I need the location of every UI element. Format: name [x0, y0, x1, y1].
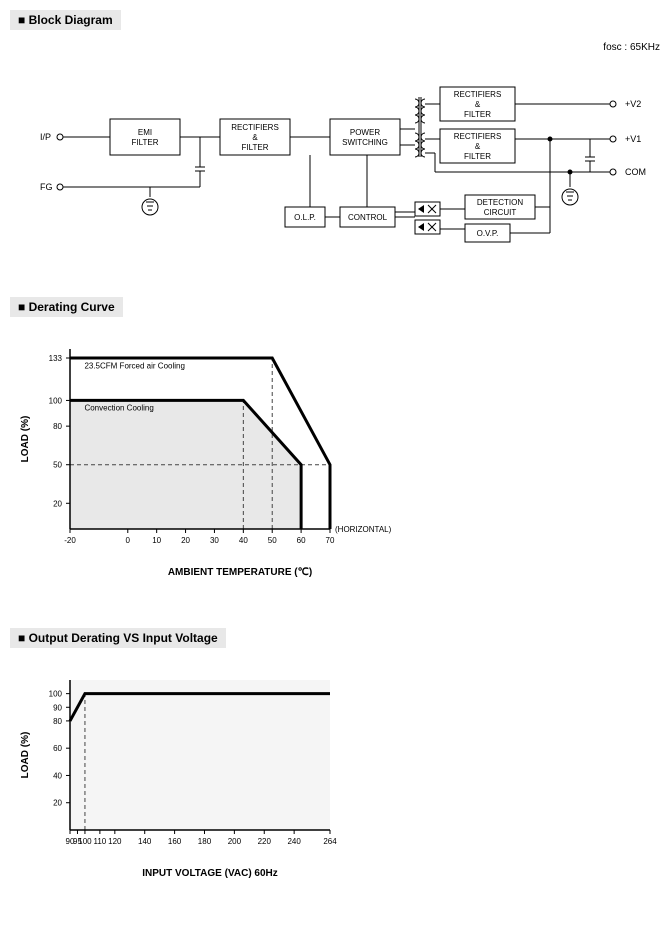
- svg-text:&: &: [475, 142, 481, 151]
- svg-text:FILTER: FILTER: [464, 152, 491, 161]
- svg-text:133: 133: [49, 354, 63, 363]
- svg-text:23.5CFM Forced air Cooling: 23.5CFM Forced air Cooling: [84, 361, 184, 370]
- svg-text:40: 40: [53, 771, 62, 780]
- voltage-xlabel: INPUT VOLTAGE (VAC) 60Hz: [70, 868, 350, 879]
- svg-text:140: 140: [138, 837, 152, 846]
- svg-text:DETECTION: DETECTION: [477, 198, 523, 207]
- svg-text:200: 200: [228, 837, 242, 846]
- svg-text:60: 60: [297, 536, 306, 545]
- svg-text:70: 70: [326, 536, 335, 545]
- svg-text:0: 0: [126, 536, 131, 545]
- svg-text:EMI: EMI: [138, 128, 152, 137]
- section-header-voltage: Output Derating VS Input Voltage: [10, 628, 226, 648]
- svg-text:100: 100: [49, 396, 63, 405]
- svg-text:220: 220: [258, 837, 272, 846]
- svg-text:FG: FG: [40, 182, 53, 192]
- svg-text:240: 240: [287, 837, 301, 846]
- svg-text:160: 160: [168, 837, 182, 846]
- svg-text:FILTER: FILTER: [464, 110, 491, 119]
- voltage-chart-svg: 9095100110120140160180200220240264204060…: [10, 660, 370, 860]
- svg-text:+V2: +V2: [625, 99, 641, 109]
- svg-text:Convection Cooling: Convection Cooling: [84, 404, 153, 413]
- svg-text:CIRCUIT: CIRCUIT: [484, 208, 517, 217]
- svg-text:RECTIFIERS: RECTIFIERS: [231, 123, 279, 132]
- svg-text:100: 100: [78, 837, 92, 846]
- svg-text:FILTER: FILTER: [242, 143, 269, 152]
- derating-xlabel: AMBIENT TEMPERATURE (℃): [60, 567, 420, 578]
- svg-text:120: 120: [108, 837, 122, 846]
- svg-text:80: 80: [53, 422, 62, 431]
- svg-text:180: 180: [198, 837, 212, 846]
- svg-text:FILTER: FILTER: [132, 138, 159, 147]
- section-header-derating: Derating Curve: [10, 297, 123, 317]
- svg-text:COM: COM: [625, 167, 646, 177]
- svg-text:&: &: [252, 133, 258, 142]
- svg-text:10: 10: [152, 536, 161, 545]
- svg-text:O.L.P.: O.L.P.: [294, 213, 316, 222]
- svg-text:50: 50: [268, 536, 277, 545]
- svg-text:RECTIFIERS: RECTIFIERS: [454, 132, 502, 141]
- svg-text:O.V.P.: O.V.P.: [477, 229, 499, 238]
- svg-text:100: 100: [49, 690, 63, 699]
- svg-text:30: 30: [210, 536, 219, 545]
- svg-text:-20: -20: [64, 536, 76, 545]
- svg-text:20: 20: [53, 799, 62, 808]
- svg-text:(HORIZONTAL): (HORIZONTAL): [335, 525, 392, 534]
- svg-text:+V1: +V1: [625, 134, 641, 144]
- svg-text:&: &: [475, 100, 481, 109]
- svg-text:20: 20: [181, 536, 190, 545]
- svg-text:POWER: POWER: [350, 128, 380, 137]
- svg-text:RECTIFIERS: RECTIFIERS: [454, 90, 502, 99]
- svg-text:50: 50: [53, 461, 62, 470]
- svg-text:80: 80: [53, 717, 62, 726]
- fosc-note: fosc : 65KHz: [10, 42, 660, 53]
- section-header-block: Block Diagram: [10, 10, 121, 30]
- svg-text:264: 264: [323, 837, 337, 846]
- derating-chart-svg: -20 0 10 20 30 40 50 60 70 20 50 80 100 133 23.5CFM Fo…: [10, 329, 430, 559]
- svg-text:110: 110: [94, 837, 107, 846]
- svg-text:CONTROL: CONTROL: [348, 213, 388, 222]
- svg-text:20: 20: [53, 499, 62, 508]
- svg-text:I/P: I/P: [40, 132, 51, 142]
- svg-text:40: 40: [239, 536, 248, 545]
- svg-text:SWITCHING: SWITCHING: [342, 138, 388, 147]
- block-diagram-svg: I/PFGEMIFILTERRECTIFIERS&FILTERPOWERSWIT…: [10, 57, 650, 257]
- svg-text:LOAD (%): LOAD (%): [20, 416, 31, 463]
- svg-text:90: 90: [53, 703, 62, 712]
- svg-text:60: 60: [53, 744, 62, 753]
- svg-text:LOAD (%): LOAD (%): [20, 732, 31, 779]
